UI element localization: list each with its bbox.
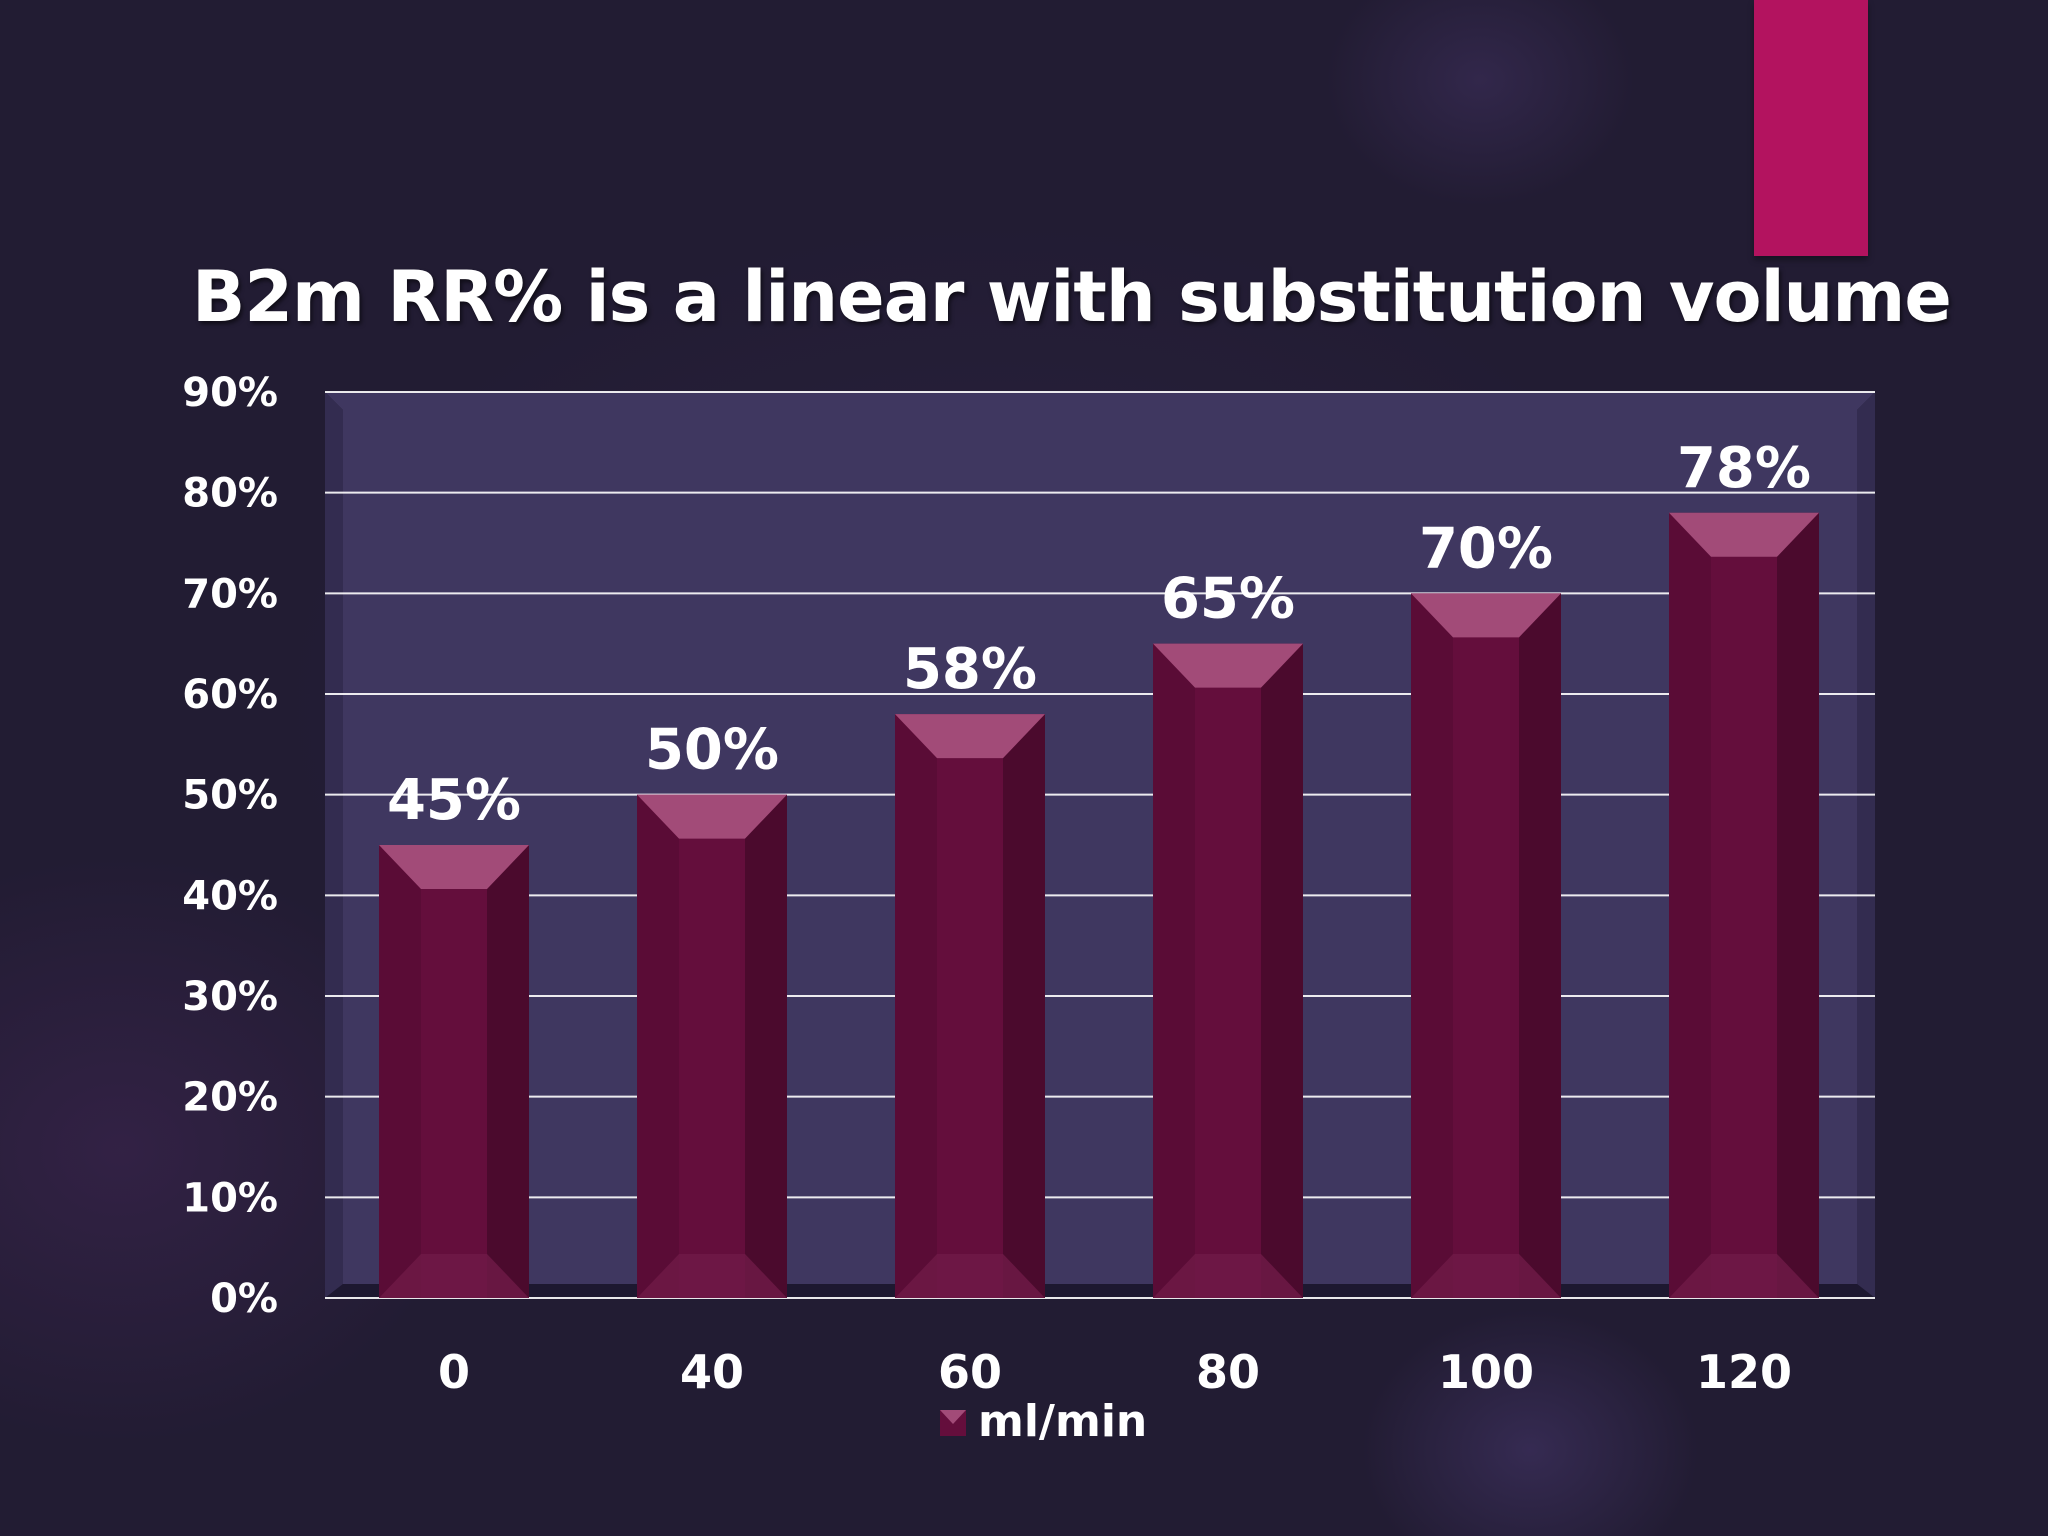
y-tick-label: 30% xyxy=(182,974,278,1020)
y-tick-label: 10% xyxy=(182,1175,278,1221)
x-tick-label: 60 xyxy=(938,1345,1002,1399)
bar-top-face xyxy=(637,794,787,839)
x-tick-label: 0 xyxy=(438,1345,470,1399)
data-label: 45% xyxy=(387,768,521,833)
y-tick-label: 0% xyxy=(210,1276,278,1322)
x-tick-label: 40 xyxy=(680,1345,744,1399)
bar-bottom-face xyxy=(637,1254,787,1298)
bar-bottom-face xyxy=(1669,1254,1819,1298)
chart-title: B2m RR% is a linear with substitution vo… xyxy=(192,256,1952,338)
data-label: 58% xyxy=(903,637,1037,702)
bar-right-face xyxy=(1519,593,1561,1298)
data-label: 70% xyxy=(1419,516,1553,581)
bar xyxy=(895,714,1045,1298)
bar-bottom-face xyxy=(1411,1254,1561,1298)
bar xyxy=(1153,643,1303,1298)
y-tick-label: 60% xyxy=(182,672,278,718)
bar-right-face xyxy=(1261,643,1303,1298)
bar xyxy=(637,794,787,1298)
bar-top-face xyxy=(379,845,529,889)
bar-right-face xyxy=(745,794,787,1298)
bar-right-face xyxy=(1003,714,1045,1298)
plot-side-wall xyxy=(325,392,343,1298)
bar-left-face xyxy=(895,714,937,1298)
data-labels: 45% 50% 58% 65% 70% 78% xyxy=(387,436,1811,833)
y-tick-label: 50% xyxy=(182,773,278,819)
x-tick-label: 120 xyxy=(1696,1345,1792,1399)
x-tick-label: 100 xyxy=(1438,1345,1534,1399)
y-axis-ticks: 0% 10% 20% 30% 40% 50% 60% 70% 80% 90% xyxy=(182,370,278,1322)
bars xyxy=(379,512,1819,1298)
bar-top-face xyxy=(1669,512,1819,557)
bar-bottom-face xyxy=(379,1254,529,1298)
legend-label: ml/min xyxy=(978,1396,1147,1447)
plot-floor xyxy=(325,1284,1875,1298)
data-label: 78% xyxy=(1677,436,1811,501)
bar-left-face xyxy=(1411,593,1453,1298)
bar xyxy=(1669,512,1819,1298)
gridlines xyxy=(325,391,1875,1299)
x-tick-label: 80 xyxy=(1196,1345,1260,1399)
plot-side-wall xyxy=(1857,392,1875,1298)
data-label: 50% xyxy=(645,718,779,783)
bar-right-face xyxy=(1777,512,1819,1298)
y-tick-label: 40% xyxy=(182,873,278,919)
bar-left-face xyxy=(379,845,421,1298)
plot-background xyxy=(325,392,1875,1298)
data-label: 65% xyxy=(1161,567,1295,632)
bar-bottom-face xyxy=(1153,1254,1303,1298)
y-tick-label: 20% xyxy=(182,1075,278,1121)
accent-bar xyxy=(1754,0,1868,256)
bar xyxy=(379,845,529,1298)
bar-right-face xyxy=(487,845,529,1298)
legend-swatch-top xyxy=(940,1410,966,1424)
bar-left-face xyxy=(1153,643,1195,1298)
y-tick-label: 70% xyxy=(182,571,278,617)
legend: ml/min xyxy=(940,1396,1147,1447)
plot-back-wall xyxy=(325,392,1875,1284)
bar-top-face xyxy=(1153,643,1303,688)
bar-left-face xyxy=(637,794,679,1298)
bar-left-face xyxy=(1669,512,1711,1298)
y-tick-label: 90% xyxy=(182,370,278,416)
bar-top-face xyxy=(895,714,1045,759)
bar xyxy=(1411,593,1561,1298)
bar-top-face xyxy=(1411,593,1561,638)
y-tick-label: 80% xyxy=(182,471,278,517)
x-axis-ticks: 0 40 60 80 100 120 xyxy=(438,1345,1792,1399)
bar-bottom-face xyxy=(895,1254,1045,1298)
